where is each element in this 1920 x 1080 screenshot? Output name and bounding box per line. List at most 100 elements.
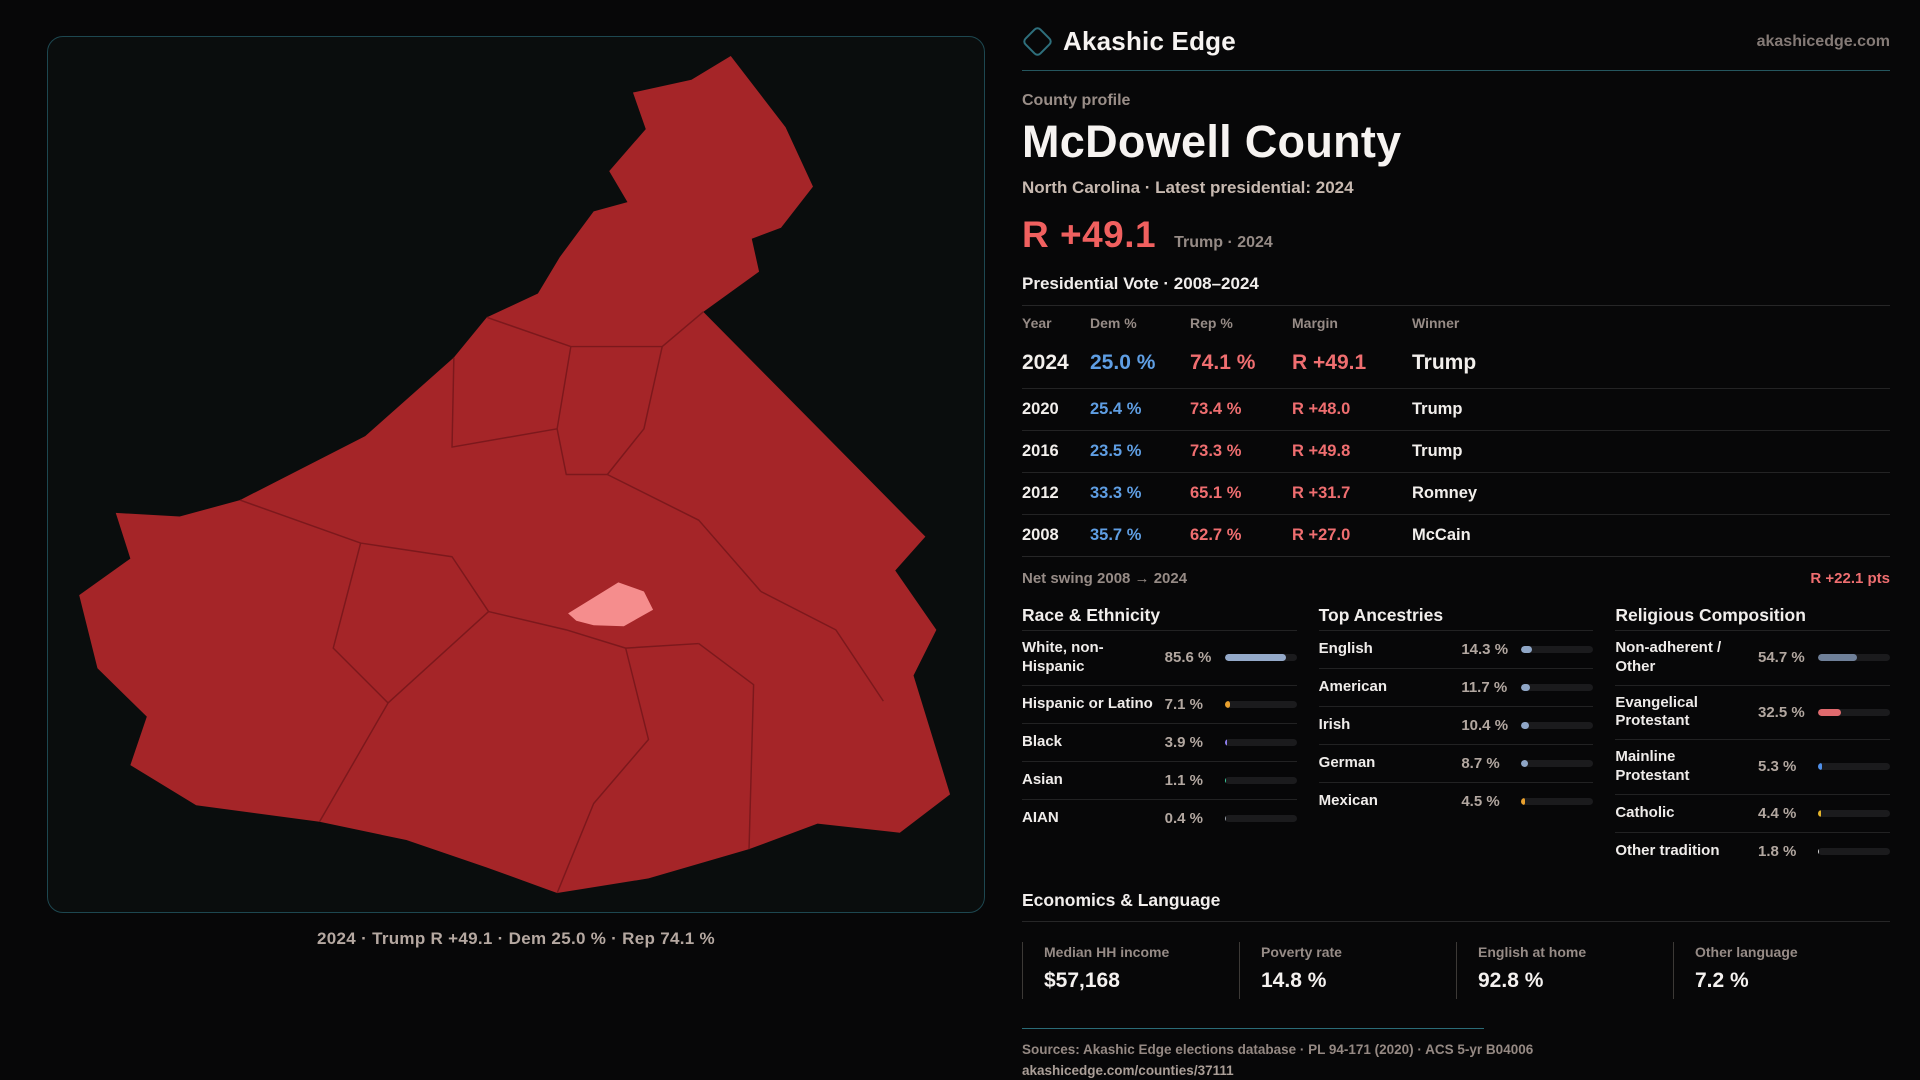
list-item: Black 3.9 % [1022, 722, 1297, 761]
list-item: Asian 1.1 % [1022, 760, 1297, 799]
religion-label: Other tradition [1615, 841, 1720, 859]
bar-fill [1817, 654, 1858, 662]
religion-value: 1.8 % [1757, 842, 1797, 860]
bar-track [1521, 684, 1594, 691]
cell-margin: R +48.0 [1292, 400, 1351, 418]
page-subtitle: North Carolina · Latest presidential: 20… [1022, 178, 1354, 197]
header-divider [1022, 70, 1890, 71]
cell-margin: R +49.1 [1292, 351, 1367, 374]
list-item: Irish 10.4 % [1318, 706, 1594, 744]
vote-table: Year Dem % Rep % Margin Winner 2024 25.0… [1022, 305, 1890, 557]
stat-box: Other language 7.2 % [1673, 941, 1890, 999]
race-label: White, non-Hispanic [1022, 639, 1104, 675]
col-dem: Dem % [1090, 315, 1137, 331]
list-item: Mexican 4.5 % [1318, 782, 1594, 820]
religion-label: Mainline Protestant [1615, 748, 1690, 784]
table-row[interactable]: 2008 35.7 % 62.7 % R +27.0 McCain [1022, 514, 1890, 556]
list-item: German 8.7 % [1318, 744, 1594, 782]
highlight-precinct [568, 582, 654, 627]
headline-margin-value: R +49.1 [1022, 214, 1157, 255]
religion-label: Catholic [1615, 803, 1675, 821]
demographics-grid: Race & Ethnicity White, non-Hispanic 85.… [1022, 597, 1890, 870]
cell-winner: Romney [1412, 484, 1478, 502]
bar-track [1817, 654, 1890, 662]
cell-rep: 62.7 % [1190, 526, 1242, 544]
cell-rep: 74.1 % [1190, 351, 1256, 374]
bar-track [1817, 763, 1890, 771]
list-item: English 14.3 % [1318, 630, 1594, 668]
ancestry-value: 10.4 % [1461, 717, 1509, 734]
ancestry-value: 4.5 % [1461, 793, 1500, 810]
religion-label: Non-adherent / Other [1615, 639, 1722, 675]
stat-value: $57,168 [1044, 968, 1120, 992]
bar-track [1521, 798, 1594, 805]
list-item: Catholic 4.4 % [1615, 793, 1890, 832]
county-map [79, 55, 951, 894]
race-label: Black [1022, 732, 1063, 750]
bar-track [1224, 776, 1297, 784]
cell-margin: R +49.8 [1292, 442, 1351, 460]
race-value: 3.9 % [1164, 733, 1204, 751]
list-item: Evangelical Protestant 32.5 % [1615, 684, 1890, 740]
table-row[interactable]: 2016 23.5 % 73.3 % R +49.8 Trump [1022, 430, 1890, 472]
ancestry-label: American [1318, 678, 1388, 696]
ancestry-value: 14.3 % [1461, 641, 1509, 658]
stat-value: 7.2 % [1695, 968, 1749, 992]
bar-fill [1521, 646, 1532, 653]
brand-name: Akashic Edge [1063, 26, 1236, 56]
bar-track [1224, 814, 1297, 822]
bar-fill [1521, 760, 1528, 767]
cell-rep: 65.1 % [1190, 484, 1242, 502]
bar-fill [1224, 776, 1226, 784]
religion-label: Evangelical Protestant [1615, 693, 1698, 730]
bar-track [1224, 738, 1297, 746]
ancestry-value: 8.7 % [1461, 755, 1500, 772]
bar-track [1224, 700, 1297, 708]
net-swing-row: Net swing 2008 → 2024 R +22.1 pts [1022, 570, 1890, 587]
net-swing-label: Net swing 2008 → 2024 [1022, 570, 1188, 587]
brand-diamond-icon [1021, 25, 1054, 58]
race-section-title: Race & Ethnicity [1022, 605, 1161, 625]
table-row[interactable]: 2024 25.0 % 74.1 % R +49.1 Trump [1022, 339, 1890, 388]
brand-domain-link[interactable]: akashicedge.com [1756, 32, 1890, 50]
map-column: 2024 · Trump R +49.1 · Dem 25.0 % · Rep … [47, 36, 985, 948]
cell-year: 2020 [1022, 400, 1059, 418]
county-map-panel[interactable] [47, 36, 985, 913]
race-section: Race & Ethnicity White, non-Hispanic 85.… [1022, 597, 1297, 870]
cell-winner: Trump [1412, 400, 1463, 418]
page-title: McDowell County [1022, 116, 1402, 167]
bar-fill [1521, 722, 1529, 729]
list-item: AIAN 0.4 % [1022, 798, 1297, 837]
headline-context: Trump · 2024 [1174, 234, 1273, 251]
table-row[interactable]: 2012 33.3 % 65.1 % R +31.7 Romney [1022, 472, 1890, 514]
stat-label: Median HH income [1044, 943, 1170, 960]
cell-dem: 23.5 % [1090, 442, 1142, 460]
bar-fill [1817, 847, 1820, 855]
ancestry-label: Irish [1318, 716, 1351, 734]
eyebrow-label: County profile [1022, 92, 1131, 109]
ancestry-label: Mexican [1318, 792, 1378, 810]
bar-track [1224, 654, 1297, 662]
cell-dem: 25.4 % [1090, 400, 1142, 418]
race-value: 7.1 % [1164, 695, 1204, 713]
religion-section: Religious Composition Non-adherent / Oth… [1615, 597, 1890, 870]
table-row[interactable]: 2020 25.4 % 73.4 % R +48.0 Trump [1022, 388, 1890, 430]
ancestry-section-title: Top Ancestries [1318, 605, 1444, 625]
bar-fill [1817, 809, 1822, 817]
col-rep: Rep % [1190, 315, 1233, 331]
list-item: American 11.7 % [1318, 668, 1594, 706]
map-caption: 2024 · Trump R +49.1 · Dem 25.0 % · Rep … [317, 929, 715, 948]
race-value: 0.4 % [1164, 809, 1204, 827]
list-item: Other tradition 1.8 % [1615, 831, 1890, 870]
bar-fill [1521, 798, 1525, 805]
religion-section-title: Religious Composition [1615, 605, 1806, 625]
cell-year: 2016 [1022, 442, 1059, 460]
bar-track [1521, 760, 1594, 767]
stat-box: Poverty rate 14.8 % [1239, 941, 1456, 999]
county-permalink[interactable]: akashicedge.com/counties/37111 [1022, 1062, 1234, 1078]
stat-label: English at home [1478, 943, 1587, 960]
ancestry-label: German [1318, 754, 1376, 772]
bar-track [1817, 847, 1890, 855]
bar-fill [1817, 763, 1822, 771]
race-label: AIAN [1022, 808, 1059, 826]
